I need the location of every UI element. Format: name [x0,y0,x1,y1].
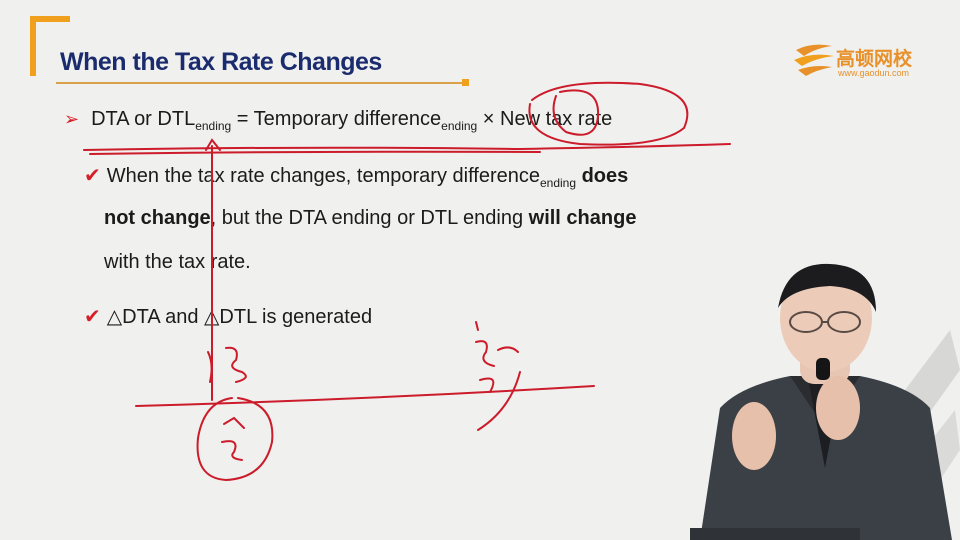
check-icon: ✔ [84,306,101,328]
formula-lhs-sub: ending [195,119,232,133]
point1-line1: ✔ When the tax rate changes, temporary di… [84,165,629,190]
logo-url: www.gaodun.com [838,68,910,78]
point1-line3: with the tax rate. [104,251,251,273]
logo-name: 高顿网校 [836,49,913,70]
title-bracket-top [30,16,70,22]
title-underline-end [462,79,469,86]
formula-mid-sub: ending [441,119,478,133]
title-bracket [30,16,36,76]
arrow-bullet-icon: ➢ [64,109,80,129]
formula-lhs: DTA or DTL [91,108,196,130]
point1-line2: not change, but the DTA ending or DTL en… [104,207,637,229]
gaodun-logo-icon [794,44,834,76]
presenter-video [690,263,952,540]
slide-title: When the Tax Rate Changes [60,48,382,76]
formula-eq: = Temporary difference [231,108,442,130]
check-icon: ✔ [84,165,101,187]
point2-line: ✔ △DTA and △DTL is generated [84,306,373,328]
title-underline [56,82,466,84]
formula-line: ➢ DTA or DTLending = Temporary difference… [64,108,612,133]
formula-rhs: × New tax rate [477,108,613,130]
